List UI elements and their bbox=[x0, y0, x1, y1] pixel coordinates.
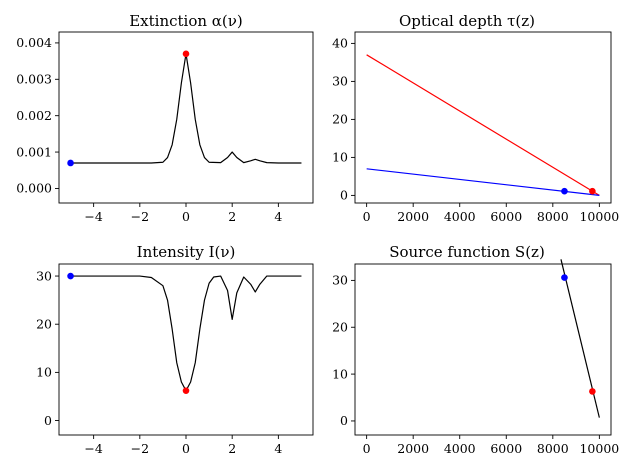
x-tick-label: 2000 bbox=[397, 209, 429, 224]
y-tick-label: 10 bbox=[332, 150, 348, 165]
x-tick-label: −4 bbox=[84, 441, 102, 456]
data-marker-1 bbox=[182, 50, 190, 58]
y-tick-label: 10 bbox=[36, 365, 52, 380]
x-tick-label: 4000 bbox=[444, 441, 476, 456]
y-tick-label: 0.004 bbox=[16, 35, 52, 50]
y-tick-label: 30 bbox=[332, 273, 348, 288]
x-tick-label: 8000 bbox=[537, 209, 569, 224]
y-tick-label: 0 bbox=[44, 413, 52, 428]
y-tick-label: 0.003 bbox=[16, 72, 52, 87]
panel-optical-depth: Optical depth τ(z) 0 2000 4000 6000 8000 1000… bbox=[332, 12, 619, 224]
data-marker-1 bbox=[589, 388, 596, 395]
x-tick-label: −4 bbox=[84, 209, 102, 224]
x-tick-label: 4000 bbox=[444, 209, 476, 224]
x-tick-label: 2000 bbox=[397, 441, 429, 456]
panel-extinction: Extinction α(ν) −4 −2 0 2 4 0.000 0.001 0.002 0.… bbox=[16, 12, 314, 224]
x-tick-label: 0 bbox=[182, 441, 190, 456]
x-tick-label: 10000 bbox=[579, 209, 619, 224]
y-tick-label: 0.001 bbox=[16, 144, 52, 159]
x-tick-label: 2 bbox=[228, 441, 236, 456]
y-tick-label: 0.002 bbox=[16, 108, 52, 123]
panel-title: Extinction α(ν) bbox=[129, 12, 243, 30]
y-tick-label: 10 bbox=[332, 366, 348, 381]
y-tick-label: 30 bbox=[332, 74, 348, 89]
data-marker-0 bbox=[561, 187, 568, 195]
x-tick-label: 4 bbox=[274, 441, 282, 456]
y-tick-label: 20 bbox=[36, 317, 52, 332]
data-marker-0 bbox=[67, 272, 74, 280]
y-tick-label: 20 bbox=[332, 320, 348, 335]
x-tick-label: 4 bbox=[274, 209, 282, 224]
x-tick-label: 0 bbox=[182, 209, 190, 224]
x-tick-label: −2 bbox=[131, 209, 149, 224]
data-marker-0 bbox=[67, 159, 74, 167]
x-tick-label: 6000 bbox=[490, 209, 522, 224]
x-tick-label: 0 bbox=[363, 441, 371, 456]
y-tick-label: 0 bbox=[340, 188, 348, 203]
data-marker-1 bbox=[182, 387, 190, 394]
panel-title: Intensity I(ν) bbox=[137, 243, 236, 261]
x-tick-label: 8000 bbox=[537, 441, 569, 456]
y-tick-label: 30 bbox=[36, 268, 52, 283]
axes-frame bbox=[354, 263, 612, 436]
x-tick-label: 0 bbox=[363, 209, 371, 224]
axes-frame bbox=[354, 31, 612, 204]
x-tick-label: 6000 bbox=[490, 441, 522, 456]
panel-source-function: Source function S(z) 0 2000 4000 6000 8000 10… bbox=[332, 243, 619, 456]
data-marker-0 bbox=[561, 274, 568, 281]
x-tick-label: 2 bbox=[228, 209, 236, 224]
series-line-0 bbox=[70, 53, 302, 164]
y-tick-label: 0.000 bbox=[16, 181, 52, 196]
y-tick-label: 40 bbox=[332, 36, 348, 51]
series-line-0 bbox=[70, 275, 302, 392]
y-tick-label: 0 bbox=[340, 413, 348, 428]
series-line-0 bbox=[366, 54, 600, 196]
panel-title: Source function S(z) bbox=[389, 243, 545, 261]
panel-title: Optical depth τ(z) bbox=[399, 12, 535, 30]
x-tick-label: −2 bbox=[131, 441, 149, 456]
data-marker-1 bbox=[589, 187, 596, 195]
panel-intensity: Intensity I(ν) −4 −2 0 2 4 0 10 20 30 bbox=[36, 243, 314, 456]
x-tick-label: 10000 bbox=[579, 441, 619, 456]
y-tick-label: 20 bbox=[332, 112, 348, 127]
series-line-1 bbox=[366, 168, 600, 196]
